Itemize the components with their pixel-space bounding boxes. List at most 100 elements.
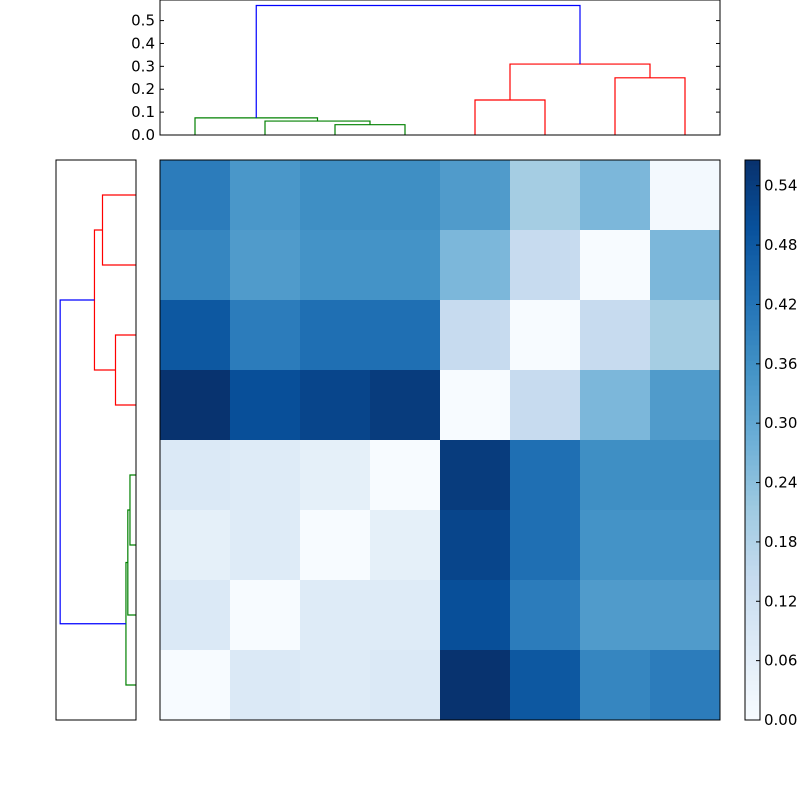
colorbar-segment [745,495,760,501]
colorbar-segment [745,415,760,421]
heatmap-cell [440,300,511,371]
colorbar-segment [745,690,760,696]
top-dendrogram-link [614,77,686,135]
top-dendrogram-link [474,99,546,135]
top-dendrogram-link [509,63,651,100]
heatmap-cell [580,650,651,721]
colorbar-segment [745,160,760,166]
heatmap-cell [650,510,721,581]
colorbar-segment [745,700,760,706]
colorbar-segment [745,320,760,326]
colorbar-segment [745,325,760,331]
colorbar-segment [745,190,760,196]
top-dendrogram-link [194,117,319,135]
left-dendrogram-link [114,334,136,406]
heatmap-cell [440,160,511,231]
colorbar-segment [745,515,760,521]
colorbar-segment [745,345,760,351]
left-dendrogram-link [101,194,136,266]
colorbar-segment [745,545,760,551]
heatmap-cell [510,510,581,581]
colorbar-segment [745,250,760,256]
colorbar-segment [745,475,760,481]
colorbar-segment [745,600,760,606]
heatmap-cell [370,580,441,651]
colorbar-segment [745,450,760,456]
colorbar-segment [745,425,760,431]
colorbar-segment [745,470,760,476]
colorbar-segment [745,605,760,611]
colorbar-segment [745,565,760,571]
colorbar-segment [745,655,760,661]
top-dendrogram-link [334,124,406,135]
colorbar-segment [745,315,760,321]
colorbar-tick-label: 0.42 [764,295,797,313]
colorbar-segment [745,625,760,631]
colorbar-segment [745,395,760,401]
heatmap-cell [230,440,301,511]
heatmap-cell [160,580,231,651]
colorbar-tick-label: 0.06 [764,652,797,670]
colorbar-segment [745,275,760,281]
colorbar-segment [745,310,760,316]
colorbar-segment [745,260,760,266]
top-dendrogram-ytick-label: 0.4 [131,34,155,52]
heatmap-cell [510,650,581,721]
heatmap-cell [580,370,651,441]
colorbar-segment [745,230,760,236]
heatmap-cell [370,650,441,721]
colorbar-tick-label: 0.24 [764,474,797,492]
colorbar-segment [745,640,760,646]
colorbar-segment [745,210,760,216]
heatmap-cell [230,510,301,581]
top-dendrogram-ytick-label: 0.0 [131,126,155,144]
colorbar-segment [745,215,760,221]
colorbar-segment [745,490,760,496]
colorbar-segment [745,550,760,556]
colorbar-segment [745,255,760,261]
colorbar-segment [745,510,760,516]
colorbar-segment [745,410,760,416]
colorbar-segment [745,685,760,691]
heatmap-cell [580,580,651,651]
heatmap-cell [650,650,721,721]
colorbar-segment [745,435,760,441]
colorbar-segment [745,715,760,721]
colorbar-segment [745,645,760,651]
colorbar-segment [745,280,760,286]
heatmap-cell [230,370,301,441]
colorbar-segment [745,610,760,616]
top-dendrogram-link [264,120,371,135]
colorbar-segment [745,295,760,301]
heatmap-cell [370,510,441,581]
heatmap-cell [230,160,301,231]
colorbar-segment [745,300,760,306]
left-dendrogram-frame [55,159,137,721]
top-dendrogram-ytick-label: 0.1 [131,103,155,121]
left-dendrogram-link [129,474,136,546]
colorbar-segment [745,710,760,716]
colorbar-segment [745,630,760,636]
colorbar-segment [745,370,760,376]
heatmap-cell [300,230,371,301]
heatmap-cell [440,650,511,721]
heatmap-cell [650,230,721,301]
colorbar-segment [745,505,760,511]
colorbar-segment [745,350,760,356]
heatmap-cell [300,370,371,441]
heatmap-cell [300,650,371,721]
heatmap-cell [370,230,441,301]
colorbar-segment [745,400,760,406]
heatmap-cell [440,230,511,301]
colorbar-segment [745,200,760,206]
colorbar-segment [745,265,760,271]
heatmap-cell [650,580,721,651]
colorbar-segment [745,660,760,666]
heatmap-cell [370,300,441,371]
colorbar-segment [745,580,760,586]
left-dendrogram-link [59,299,126,625]
colorbar-segment [745,570,760,576]
colorbar-segment [745,330,760,336]
colorbar-segment [745,485,760,491]
heatmap-cell [650,440,721,511]
